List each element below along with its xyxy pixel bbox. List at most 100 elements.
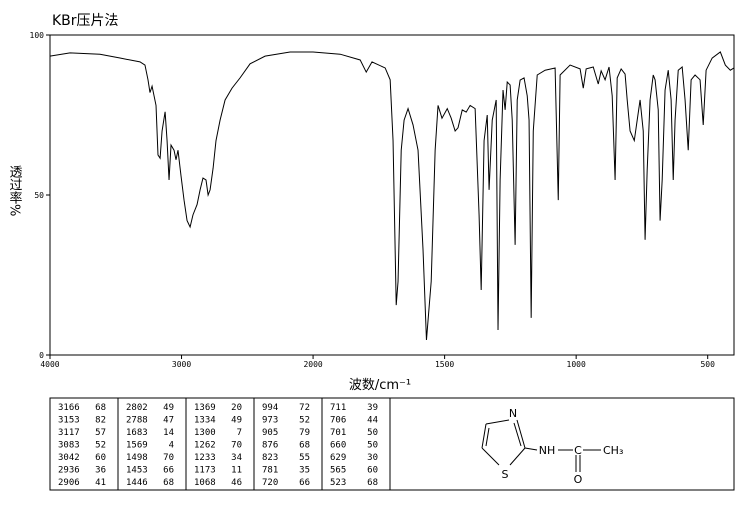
peak-transmittance: 68 (163, 478, 174, 488)
peak-transmittance: 68 (367, 478, 378, 488)
peak-wavenumber: 3117 (58, 428, 80, 438)
peak-transmittance: 50 (367, 428, 378, 438)
peak-wavenumber: 1446 (126, 478, 148, 488)
peak-transmittance: 66 (163, 466, 174, 476)
x-tick-label: 1500 (435, 360, 454, 369)
y-axis-label: 透过率% (7, 165, 23, 216)
peak-transmittance: 70 (231, 441, 242, 451)
peak-wavenumber: 2936 (58, 466, 80, 476)
peak-wavenumber: 1683 (126, 428, 148, 438)
atom-label: S (502, 468, 509, 481)
peak-wavenumber: 823 (262, 453, 278, 463)
bond (509, 447, 526, 466)
peak-wavenumber: 1068 (194, 478, 216, 488)
peak-transmittance: 34 (231, 453, 242, 463)
y-tick-label: 100 (30, 31, 45, 40)
bond (485, 419, 510, 425)
x-tick-label: 4000 (40, 360, 59, 369)
peak-transmittance: 49 (163, 403, 174, 413)
peak-wavenumber: 660 (330, 441, 346, 451)
atom-label: N (509, 407, 517, 420)
peak-wavenumber: 523 (330, 478, 346, 488)
peak-transmittance: 60 (95, 453, 106, 463)
peak-transmittance: 44 (367, 416, 378, 426)
peak-wavenumber: 2906 (58, 478, 80, 488)
peak-transmittance: 35 (299, 466, 310, 476)
x-axis-label: 波数/cm⁻¹ (349, 378, 411, 393)
y-tick-label: 50 (34, 191, 44, 200)
x-tick-label: 1000 (567, 360, 586, 369)
peak-wavenumber: 1369 (194, 403, 216, 413)
peak-transmittance: 11 (231, 466, 242, 476)
structure (481, 419, 601, 472)
atom-label: C (574, 444, 582, 457)
peak-transmittance: 52 (299, 416, 310, 426)
peak-transmittance: 49 (231, 416, 242, 426)
peak-wavenumber: 3083 (58, 441, 80, 451)
atom-label: NH (539, 444, 556, 457)
peak-transmittance: 82 (95, 416, 106, 426)
peak-transmittance: 50 (367, 441, 378, 451)
peak-transmittance: 7 (237, 428, 242, 438)
peak-wavenumber: 565 (330, 466, 346, 476)
peak-transmittance: 52 (95, 441, 106, 451)
bond (524, 447, 538, 451)
bond (481, 423, 487, 449)
y-tick-label: 0 (39, 351, 44, 360)
table-frame (49, 397, 735, 491)
peak-transmittance: 55 (299, 453, 310, 463)
peak-transmittance: 68 (95, 403, 106, 413)
bond (516, 419, 526, 449)
peak-transmittance: 57 (95, 428, 106, 438)
bond (513, 422, 522, 447)
peak-transmittance: 47 (163, 416, 174, 426)
peak-transmittance: 41 (95, 478, 106, 488)
peak-transmittance: 14 (163, 428, 174, 438)
peak-wavenumber: 973 (262, 416, 278, 426)
bond (485, 427, 490, 447)
bond (481, 447, 500, 466)
peak-transmittance: 72 (299, 403, 310, 413)
peak-transmittance: 30 (367, 453, 378, 463)
peak-wavenumber: 781 (262, 466, 278, 476)
peak-transmittance: 4 (169, 441, 174, 451)
peak-transmittance: 39 (367, 403, 378, 413)
peak-wavenumber: 1300 (194, 428, 216, 438)
peak-transmittance: 36 (95, 466, 106, 476)
peak-transmittance: 70 (163, 453, 174, 463)
x-tick-label: 2000 (303, 360, 322, 369)
peak-wavenumber: 1173 (194, 466, 216, 476)
peak-wavenumber: 629 (330, 453, 346, 463)
peak-transmittance: 79 (299, 428, 310, 438)
peak-transmittance: 68 (299, 441, 310, 451)
spectrum-line (49, 51, 735, 341)
peak-wavenumber: 1453 (126, 466, 148, 476)
atom-label: O (574, 473, 583, 486)
peak-transmittance: 20 (231, 403, 242, 413)
peak-wavenumber: 905 (262, 428, 278, 438)
peak-wavenumber: 1569 (126, 441, 148, 451)
peak-wavenumber: 711 (330, 403, 346, 413)
peak-transmittance: 60 (367, 466, 378, 476)
peak-wavenumber: 3166 (58, 403, 80, 413)
peak-wavenumber: 1233 (194, 453, 216, 463)
peak-transmittance: 66 (299, 478, 310, 488)
x-tick-label: 3000 (172, 360, 191, 369)
plot-frame (49, 34, 735, 356)
chart-title: KBr压片法 (52, 13, 119, 29)
peak-wavenumber: 3153 (58, 416, 80, 426)
peak-wavenumber: 876 (262, 441, 278, 451)
atom-label: CH₃ (603, 444, 623, 457)
peak-wavenumber: 2802 (126, 403, 148, 413)
peak-wavenumber: 1262 (194, 441, 216, 451)
peak-wavenumber: 720 (262, 478, 278, 488)
peak-wavenumber: 1334 (194, 416, 216, 426)
x-tick-label: 500 (700, 360, 715, 369)
peak-wavenumber: 3042 (58, 453, 80, 463)
peak-wavenumber: 2788 (126, 416, 148, 426)
peak-transmittance: 46 (231, 478, 242, 488)
peak-wavenumber: 706 (330, 416, 346, 426)
peak-wavenumber: 994 (262, 403, 278, 413)
